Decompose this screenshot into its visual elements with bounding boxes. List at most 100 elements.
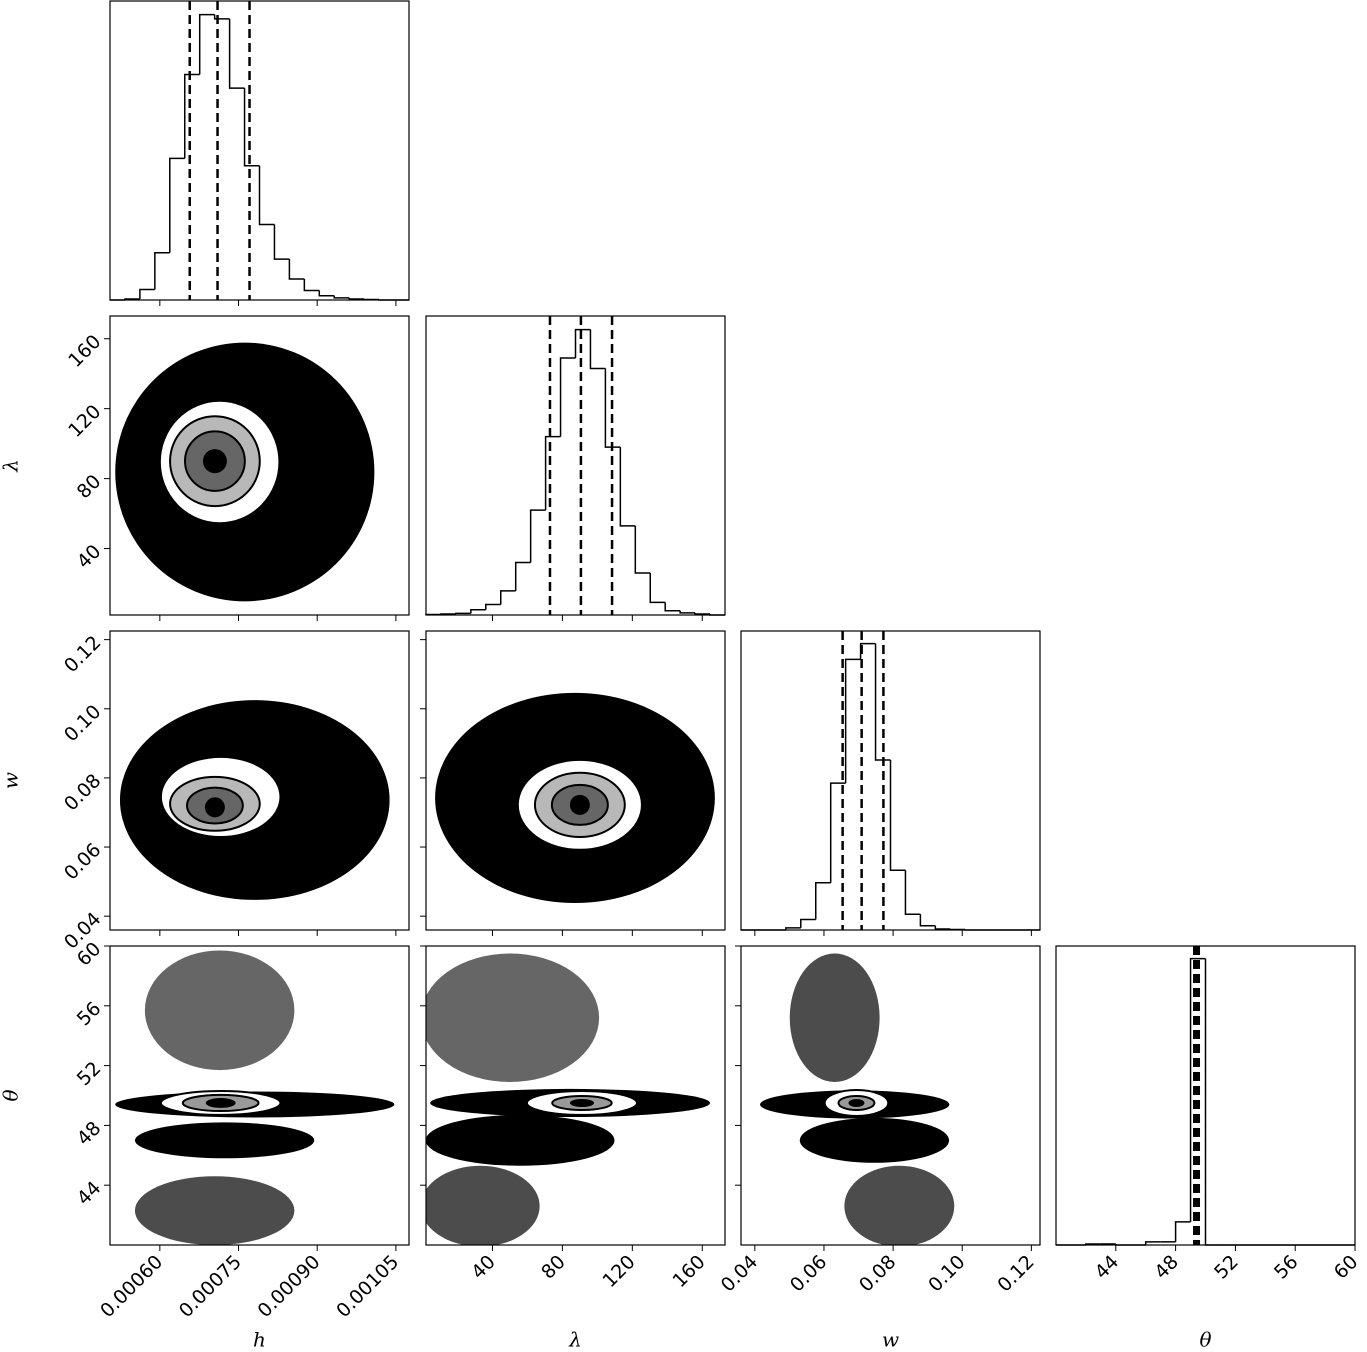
x-tick-label: 80 — [537, 1251, 570, 1284]
x-tick-label: 0.12 — [993, 1251, 1038, 1296]
histogram-bin — [514, 561, 531, 591]
x-tick-label: 0.06 — [786, 1251, 831, 1296]
histogram-bin — [904, 870, 921, 916]
histogram-bin — [1189, 957, 1206, 1222]
y-axis-label: w — [0, 772, 23, 789]
density-contour — [134, 1176, 295, 1245]
histogram-bin — [470, 609, 486, 614]
panel-frame — [425, 630, 726, 931]
density-contour — [844, 1165, 955, 1245]
panel-frame — [1055, 945, 1356, 1246]
histogram-bin — [213, 14, 230, 20]
density-contour — [569, 1098, 595, 1108]
histogram-bin — [455, 612, 471, 615]
histogram-bin — [228, 18, 245, 89]
x-tick-label: 0.00075 — [175, 1251, 246, 1322]
density-panel — [760, 953, 955, 1245]
x-tick-label: 0.10 — [924, 1251, 969, 1296]
histogram-bin — [934, 925, 951, 930]
histogram-bin — [348, 297, 365, 300]
density-panel — [115, 950, 395, 1245]
histogram-bin — [303, 279, 320, 292]
x-tick-label: 0.00090 — [254, 1251, 325, 1322]
histogram-bin — [169, 157, 185, 253]
panel-frame — [425, 945, 726, 1246]
x-axis-label: λ — [568, 1328, 582, 1352]
histogram-bin — [800, 918, 816, 928]
density-panel — [119, 700, 390, 900]
x-tick-label: 56 — [1270, 1251, 1303, 1284]
x-axis-label: w — [882, 1328, 899, 1352]
histogram-bin — [679, 610, 696, 614]
histogram-bin — [844, 658, 861, 784]
y-tick-label: 0.12 — [60, 632, 105, 677]
x-tick-label: 0.08 — [855, 1251, 900, 1296]
histogram-bin — [829, 782, 846, 883]
x-tick-label: 0.00060 — [96, 1251, 167, 1322]
density-panel — [115, 342, 375, 602]
histogram-bin — [815, 882, 831, 920]
x-tick-label: 44 — [1091, 1251, 1124, 1284]
histogram-bin — [154, 252, 170, 290]
panel-frame — [109, 630, 410, 931]
density-contour — [134, 1122, 315, 1159]
histogram-bin — [919, 914, 936, 927]
histogram-bin — [559, 357, 576, 437]
histogram-bin — [589, 329, 606, 370]
y-tick-label: 120 — [64, 401, 105, 442]
histogram-bin — [889, 760, 906, 871]
density-contour — [848, 1098, 865, 1108]
x-tick-label: 160 — [668, 1251, 709, 1292]
x-axis-label: h — [253, 1328, 266, 1352]
y-axis-label: θ — [0, 1089, 23, 1101]
histogram-bin — [544, 435, 561, 511]
histogram-bin — [604, 368, 621, 448]
density-contour — [202, 449, 227, 474]
panel-frame — [109, 315, 410, 616]
panel-frame — [740, 945, 1041, 1246]
x-tick-label: 52 — [1210, 1251, 1243, 1284]
histogram-bin — [1144, 1241, 1161, 1245]
histogram-bin — [1174, 1221, 1191, 1242]
histogram-bin — [949, 928, 966, 931]
density-contour — [205, 1098, 236, 1108]
y-tick-label: 40 — [73, 540, 106, 573]
histogram-bin — [288, 259, 305, 280]
density-contour — [789, 953, 880, 1083]
histogram-bin — [198, 13, 215, 75]
y-axis-label: λ — [0, 459, 23, 473]
density-contour — [426, 953, 600, 1083]
histogram-bin — [485, 603, 501, 610]
y-tick-label: 0.10 — [60, 701, 105, 746]
histogram-bin — [529, 509, 546, 563]
density-contour — [426, 1165, 540, 1245]
histogram-bin — [333, 295, 350, 299]
histogram-bin — [273, 224, 290, 260]
histogram-bin — [243, 88, 260, 167]
histogram-bin — [664, 602, 681, 612]
histogram-bin — [363, 298, 380, 301]
histogram-bin — [500, 590, 516, 605]
histogram-bin — [258, 165, 275, 226]
x-tick-label: 0.04 — [717, 1251, 762, 1296]
histogram-bin — [139, 288, 155, 299]
histogram-bin — [859, 642, 876, 660]
density-contour — [426, 1114, 615, 1166]
density-contour — [569, 794, 590, 815]
panel-frame — [740, 630, 1041, 931]
histogram-bin — [318, 290, 335, 297]
density-contour — [799, 1117, 950, 1163]
histogram-bin — [619, 447, 636, 527]
x-tick-label: 60 — [1330, 1251, 1363, 1284]
panel-frame — [425, 315, 726, 616]
histogram-bin — [574, 328, 591, 358]
histogram-bin — [1204, 958, 1221, 1246]
y-tick-label: 48 — [73, 1117, 106, 1150]
y-tick-label: 52 — [73, 1057, 106, 1090]
panel-frame — [109, 0, 410, 301]
x-tick-label: 120 — [599, 1251, 640, 1292]
y-tick-label: 0.06 — [60, 839, 105, 884]
y-tick-label: 160 — [64, 331, 105, 372]
y-tick-label: 56 — [73, 998, 106, 1031]
